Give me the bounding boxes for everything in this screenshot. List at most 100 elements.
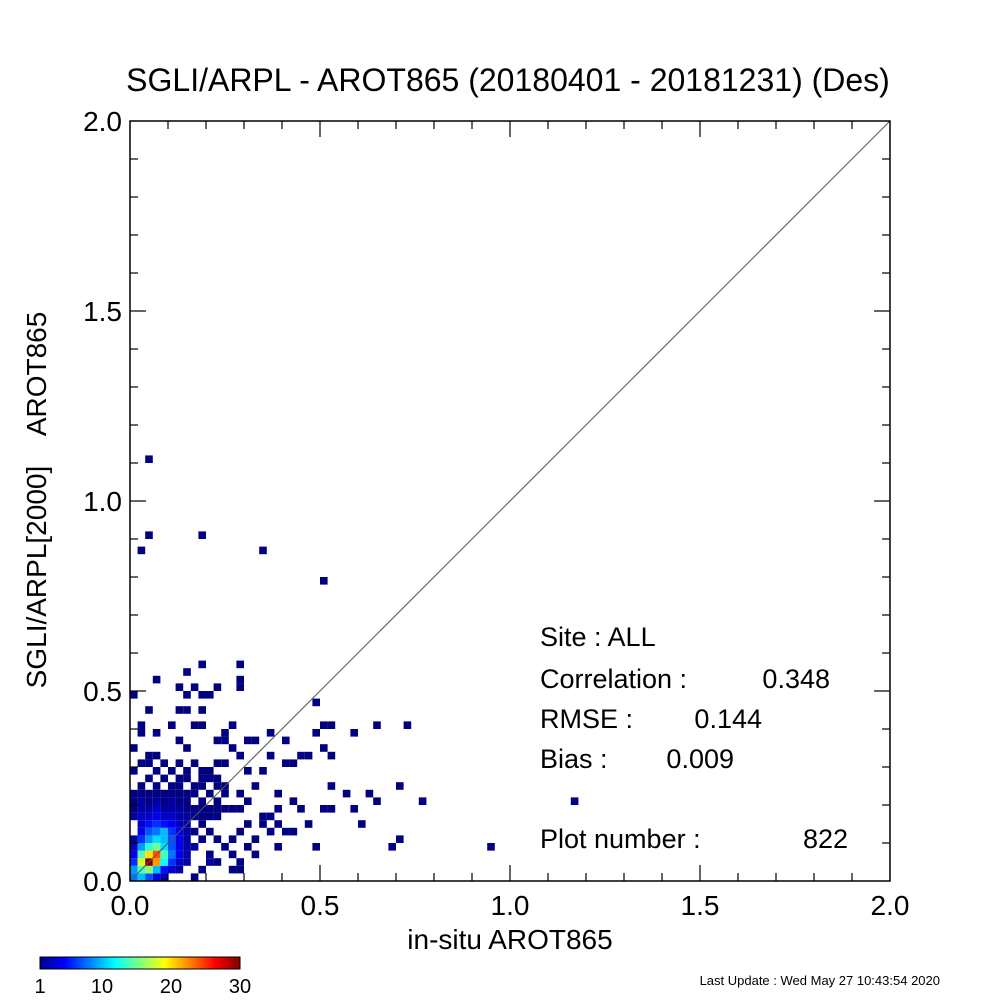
density-cell [221,789,229,798]
x-tick-label: 1.0 [491,890,530,921]
density-cell [418,797,427,805]
density-cell [152,797,161,805]
density-cell [137,850,146,859]
density-cell [152,767,161,775]
density-cell [206,691,214,699]
density-cell [312,698,320,707]
density-cell [168,789,176,798]
density-cell [145,843,153,851]
density-cell [282,827,290,836]
density-cell [570,797,579,805]
density-cell [327,805,336,813]
density-cell [175,774,184,783]
density-cell [168,865,176,874]
density-cell [236,827,244,836]
density-cell [168,805,176,813]
density-cell [145,531,153,539]
y-tick-label: 1.5 [83,296,122,327]
density-cell [206,858,214,866]
density-cell [183,797,191,805]
density-cell [152,827,161,836]
density-cell [160,797,168,805]
density-cell [312,843,320,851]
y-tick-label: 0.5 [83,676,122,707]
density-cell [168,797,176,805]
density-cell [152,675,161,684]
rmse-label: RMSE : [540,704,633,734]
density-cell [396,782,404,790]
density-cell [160,865,168,874]
density-cell [297,805,305,813]
density-cell [152,782,161,790]
density-cell [236,858,244,866]
density-cell [137,827,146,836]
density-cell [175,797,184,805]
density-cell [190,843,199,851]
density-cell [137,782,146,790]
density-cell [130,865,138,874]
density-cell [183,835,191,843]
density-cell [236,789,244,798]
density-cell [152,858,161,866]
density-cell [152,789,161,798]
density-cell [145,850,153,859]
density-cell [152,812,161,821]
density-cell [213,782,222,790]
density-cell [130,744,138,752]
density-cell [183,843,191,851]
density-cell [190,759,199,767]
density-cell [297,751,305,760]
density-cell [145,805,153,813]
density-cell [137,812,146,821]
density-cell [168,858,176,866]
density-cell [130,789,138,798]
density-cell [130,691,138,699]
density-cell [183,767,191,775]
density-cell [213,759,222,767]
density-cell [152,865,161,874]
density-cell [266,812,275,821]
y-tick-labels: 0.0 0.5 1.0 1.5 2.0 [83,106,122,897]
density-cell [137,759,146,767]
density-cell [388,843,396,851]
colorbar: 1 10 20 30 [34,956,251,998]
density-cell [198,691,206,699]
x-tick-label: 2.0 [871,890,910,921]
density-cell [183,774,191,783]
density-cell [175,782,184,790]
density-cell [320,805,328,813]
density-cell [198,782,206,790]
density-cell [350,805,358,813]
density-cell [206,789,214,798]
density-cell [228,805,237,813]
density-cell [137,820,146,828]
density-cell [137,835,146,843]
density-cell [175,858,184,866]
density-cell [259,546,267,555]
density-cell [236,683,244,691]
density-cell [152,729,161,737]
density-cell [396,835,404,843]
density-cell [213,805,222,813]
density-cell [213,835,222,843]
density-cells [130,455,579,881]
density-cell [274,805,282,813]
density-cell [175,736,184,745]
density-cell [327,782,336,790]
density-cell [168,850,176,859]
density-cell [198,812,206,821]
density-cell [152,843,161,851]
density-cell [160,835,168,843]
density-cell [130,805,138,813]
density-cell [190,721,199,729]
density-cell [221,805,229,813]
density-cell [289,827,298,836]
density-cell [251,835,260,843]
plot-number-value: 822 [803,824,848,854]
density-cell [304,751,313,760]
density-cell [152,751,161,760]
density-cell [145,774,153,783]
density-cell [137,546,146,555]
density-cell [175,706,184,714]
density-cell [175,683,184,691]
